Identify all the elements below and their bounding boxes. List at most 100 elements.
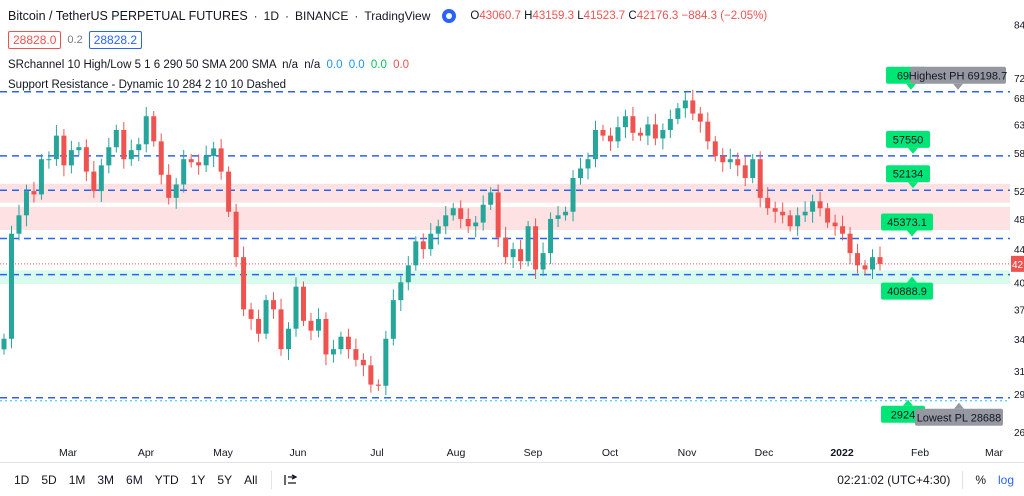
symbol-legend[interactable]: Bitcoin / TetherUS PERPETUAL FUTURES · 1… bbox=[8, 9, 767, 23]
candle-body[interactable] bbox=[525, 226, 531, 262]
candle-body[interactable] bbox=[68, 150, 74, 166]
candle-body[interactable] bbox=[518, 249, 524, 262]
level-label[interactable]: 57550 bbox=[886, 130, 930, 154]
timeframe-ytd[interactable]: YTD bbox=[154, 472, 179, 487]
candle-body[interactable] bbox=[166, 174, 172, 198]
buy-button[interactable]: 28828.2 bbox=[88, 31, 143, 49]
candle-body[interactable] bbox=[46, 159, 52, 161]
candle-body[interactable] bbox=[600, 129, 606, 136]
timeframe-6m[interactable]: 6M bbox=[126, 472, 143, 487]
candle-body[interactable] bbox=[607, 135, 613, 142]
candle-body[interactable] bbox=[413, 241, 419, 266]
percent-toggle[interactable]: % bbox=[975, 472, 986, 487]
interval-label[interactable]: 1D bbox=[263, 9, 279, 23]
candle-body[interactable] bbox=[38, 159, 44, 195]
candle-body[interactable] bbox=[652, 124, 658, 139]
log-toggle[interactable]: log bbox=[997, 472, 1014, 487]
candle-body[interactable] bbox=[795, 215, 801, 227]
candle-body[interactable] bbox=[810, 201, 816, 212]
candle-body[interactable] bbox=[720, 156, 726, 163]
candle-body[interactable] bbox=[780, 211, 786, 216]
candle-body[interactable] bbox=[136, 144, 142, 151]
candle-body[interactable] bbox=[675, 108, 681, 119]
candle-body[interactable] bbox=[390, 300, 396, 339]
candle-body[interactable] bbox=[495, 192, 501, 238]
candle-body[interactable] bbox=[503, 237, 509, 258]
level-label[interactable]: 45373.1 bbox=[881, 213, 933, 237]
candle-body[interactable] bbox=[870, 257, 876, 270]
candle-body[interactable] bbox=[563, 211, 569, 216]
candle-body[interactable] bbox=[143, 116, 149, 145]
candle-body[interactable] bbox=[188, 159, 194, 163]
candle-body[interactable] bbox=[630, 116, 636, 133]
candle-body[interactable] bbox=[742, 165, 748, 178]
candle-body[interactable] bbox=[817, 201, 823, 209]
indicator-label[interactable]: SRchannel 10 High/Low 5 1 6 290 50 SMA 2… bbox=[8, 59, 276, 71]
candle-body[interactable] bbox=[308, 320, 314, 331]
candle-body[interactable] bbox=[450, 208, 456, 216]
candle-body[interactable] bbox=[278, 309, 284, 350]
candle-body[interactable] bbox=[211, 148, 217, 157]
candle-body[interactable] bbox=[578, 168, 584, 178]
candle-body[interactable] bbox=[233, 211, 239, 258]
candle-body[interactable] bbox=[76, 147, 82, 151]
candle-body[interactable] bbox=[480, 204, 486, 223]
candle-body[interactable] bbox=[637, 132, 643, 136]
candle-body[interactable] bbox=[592, 129, 598, 160]
candle-body[interactable] bbox=[375, 384, 381, 386]
candle-body[interactable] bbox=[203, 156, 209, 166]
timeframe-5d[interactable]: 5D bbox=[41, 472, 57, 487]
candle-body[interactable] bbox=[53, 135, 59, 160]
candle-body[interactable] bbox=[106, 147, 112, 166]
timeframe-5y[interactable]: 5Y bbox=[217, 472, 233, 487]
candle-body[interactable] bbox=[353, 349, 359, 360]
level-label[interactable]: 40888.9 bbox=[881, 276, 933, 300]
candle-body[interactable] bbox=[383, 338, 389, 386]
candle-body[interactable] bbox=[293, 286, 299, 329]
symbol-name[interactable]: Bitcoin / TetherUS PERPETUAL FUTURES bbox=[8, 9, 248, 23]
candle-body[interactable] bbox=[667, 118, 673, 130]
candle-body[interactable] bbox=[840, 226, 846, 234]
candle-body[interactable] bbox=[435, 226, 441, 234]
candle-body[interactable] bbox=[323, 318, 329, 355]
candle-body[interactable] bbox=[398, 282, 404, 301]
candle-body[interactable] bbox=[772, 208, 778, 212]
candle-body[interactable] bbox=[226, 171, 232, 212]
candle-body[interactable] bbox=[458, 208, 464, 219]
candle-body[interactable] bbox=[31, 191, 37, 195]
indicator-srchannel[interactable]: SRchannel 10 High/Low 5 1 6 290 50 SMA 2… bbox=[8, 59, 409, 71]
candle-body[interactable] bbox=[181, 159, 187, 185]
candle-body[interactable] bbox=[825, 208, 831, 223]
candle-body[interactable] bbox=[697, 113, 703, 122]
candle-body[interactable] bbox=[271, 300, 277, 310]
candle-body[interactable] bbox=[570, 177, 576, 212]
candle-body[interactable] bbox=[420, 241, 426, 250]
candle-body[interactable] bbox=[877, 257, 883, 264]
candle-body[interactable] bbox=[8, 233, 14, 339]
candle-body[interactable] bbox=[735, 159, 741, 166]
candle-body[interactable] bbox=[787, 215, 793, 227]
candle-body[interactable] bbox=[61, 135, 67, 166]
candle-body[interactable] bbox=[300, 286, 306, 321]
candle-body[interactable] bbox=[248, 309, 254, 319]
date-range-icon[interactable] bbox=[282, 473, 298, 487]
candle-body[interactable] bbox=[488, 192, 494, 205]
indicator-support-resistance[interactable]: Support Resistance - Dynamic 10 284 2 10… bbox=[8, 79, 286, 91]
candle-body[interactable] bbox=[338, 336, 344, 350]
candle-body[interactable] bbox=[345, 336, 351, 350]
level-label[interactable]: 52134 bbox=[886, 165, 930, 189]
extreme-label[interactable]: Highest PH 69198.7 bbox=[909, 66, 1007, 90]
candle-body[interactable] bbox=[660, 129, 666, 139]
timeframe-3m[interactable]: 3M bbox=[97, 472, 115, 487]
clock-time[interactable]: 02:21:02 (UTC+4:30) bbox=[837, 472, 951, 487]
timeframe-1m[interactable]: 1M bbox=[68, 472, 86, 487]
candle-body[interactable] bbox=[113, 129, 119, 148]
timeframe-all[interactable]: All bbox=[244, 472, 258, 487]
candle-body[interactable] bbox=[368, 365, 374, 385]
candle-body[interactable] bbox=[615, 127, 621, 142]
candle-body[interactable] bbox=[682, 100, 688, 109]
candle-body[interactable] bbox=[585, 159, 591, 169]
candle-body[interactable] bbox=[540, 253, 546, 270]
candle-body[interactable] bbox=[645, 124, 651, 136]
candle-body[interactable] bbox=[256, 318, 262, 334]
